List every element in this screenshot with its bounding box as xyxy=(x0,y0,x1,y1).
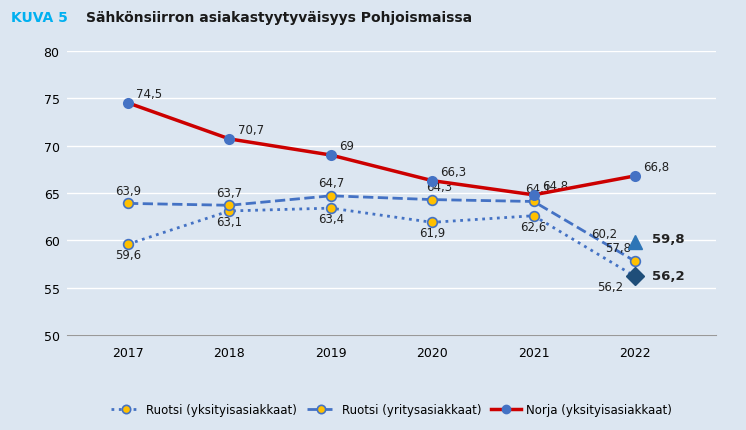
Text: 70,7: 70,7 xyxy=(238,124,264,137)
Text: 63,9: 63,9 xyxy=(115,184,141,197)
Text: 59,8: 59,8 xyxy=(652,233,684,246)
Ruotsi (yritysasiakkaat) xyxy=(326,194,335,199)
Line: Ruotsi (yksityisasiakkaat): Ruotsi (yksityisasiakkaat) xyxy=(123,204,640,282)
Norja (yksityisasiakkaat) xyxy=(225,137,234,142)
Text: 63,4: 63,4 xyxy=(318,212,344,225)
Ruotsi (yritysasiakkaat) xyxy=(630,259,639,264)
Ruotsi (yritysasiakkaat) xyxy=(124,201,133,206)
Norja (yksityisasiakkaat) xyxy=(630,174,639,179)
Norja (yksityisasiakkaat) xyxy=(427,178,436,184)
Ruotsi (yksityisasiakkaat) xyxy=(225,209,234,214)
Text: Sähkönsiirron asiakastyytyväisyys Pohjoismaissa: Sähkönsiirron asiakastyytyväisyys Pohjoi… xyxy=(86,11,472,25)
Ruotsi (yritysasiakkaat) xyxy=(529,200,538,205)
Norja (yksityisasiakkaat) xyxy=(124,101,133,106)
Text: 64,7: 64,7 xyxy=(318,177,344,190)
Text: 62,6: 62,6 xyxy=(521,220,547,233)
Ruotsi (yksityisasiakkaat) xyxy=(630,274,639,280)
Line: Norja (yksityisasiakkaat): Norja (yksityisasiakkaat) xyxy=(122,98,641,201)
Text: 57,8: 57,8 xyxy=(605,242,631,255)
Text: 63,1: 63,1 xyxy=(216,215,242,228)
Text: 74,5: 74,5 xyxy=(137,88,163,101)
Text: 66,3: 66,3 xyxy=(441,166,467,178)
Ruotsi (yksityisasiakkaat) xyxy=(529,214,538,219)
Text: 64,3: 64,3 xyxy=(426,181,452,194)
Ruotsi (yksityisasiakkaat) xyxy=(427,220,436,225)
Ruotsi (yksityisasiakkaat) xyxy=(124,242,133,247)
Text: KUVA 5: KUVA 5 xyxy=(11,11,68,25)
Norja (yksityisasiakkaat) xyxy=(529,193,538,198)
Text: 63,7: 63,7 xyxy=(216,186,242,199)
Text: 59,6: 59,6 xyxy=(115,249,141,261)
Text: 56,2: 56,2 xyxy=(652,270,684,283)
Norja (yksityisasiakkaat) xyxy=(326,153,335,158)
Text: 56,2: 56,2 xyxy=(597,281,623,294)
Line: Ruotsi (yritysasiakkaat): Ruotsi (yritysasiakkaat) xyxy=(123,191,640,267)
Text: 64,1: 64,1 xyxy=(524,182,551,195)
Ruotsi (yritysasiakkaat) xyxy=(427,197,436,203)
Ruotsi (yritysasiakkaat) xyxy=(225,203,234,209)
Ruotsi (yksityisasiakkaat) xyxy=(326,206,335,211)
Text: 66,8: 66,8 xyxy=(643,161,669,174)
Text: 64,8: 64,8 xyxy=(542,180,568,193)
Text: 61,9: 61,9 xyxy=(419,227,445,240)
Text: 60,2: 60,2 xyxy=(592,227,618,240)
Text: 69: 69 xyxy=(339,140,354,153)
